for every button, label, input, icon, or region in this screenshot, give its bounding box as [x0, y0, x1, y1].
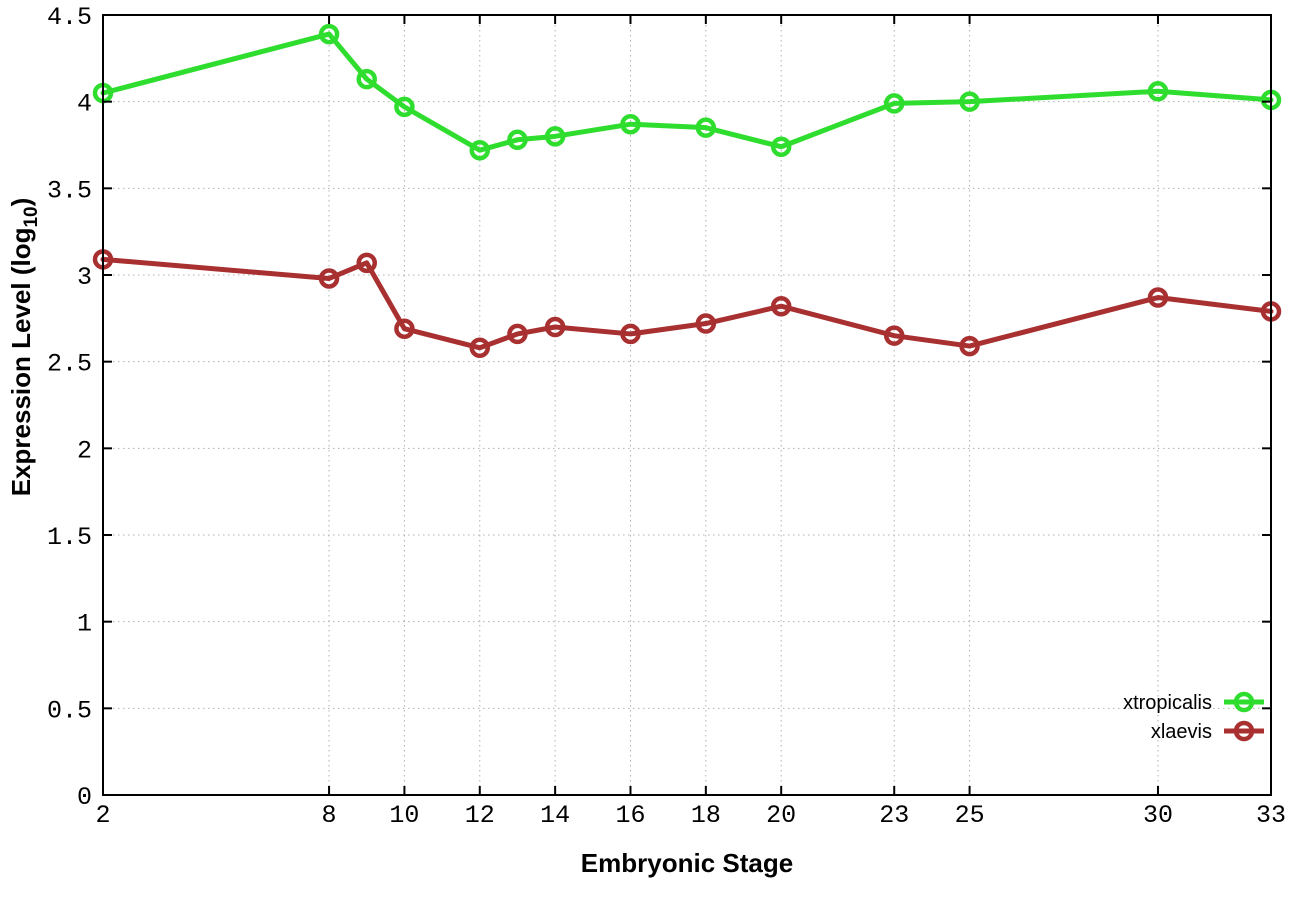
- axis-layer: [102, 14, 1272, 796]
- data-point-xtropicalis: [318, 23, 340, 45]
- legend-marker-xtropicalis: [1233, 691, 1255, 713]
- y-tick-label: 0: [77, 783, 92, 812]
- x-tick-label: 20: [766, 801, 796, 830]
- tick-label-layer: 2 8 10 12 14 16 18 20 23 25 30 33 0 0.5 1 1.5 2 2.5 3 3.5 4 4…: [47, 3, 1286, 830]
- y-tick-label: 4: [77, 90, 92, 119]
- data-point-xtropicalis: [770, 136, 792, 157]
- series-line-xlaevis: [100, 256, 1274, 351]
- legend-label-xtropicalis: xtropicalis: [1123, 692, 1212, 714]
- data-point-xlaevis: [695, 313, 717, 334]
- x-tick-label: 12: [465, 801, 495, 830]
- x-tick-label: 18: [691, 801, 721, 830]
- data-point-xlaevis: [356, 252, 377, 274]
- data-point-xtropicalis: [959, 91, 980, 112]
- y-tick-label: 4.5: [47, 3, 92, 32]
- x-tick-label: 2: [95, 801, 110, 830]
- y-axis-title: Expression Level (log10): [6, 198, 42, 497]
- data-point-xlaevis: [770, 295, 792, 317]
- x-tick-label: 16: [615, 801, 645, 830]
- y-tick-label: 0.5: [47, 696, 92, 725]
- data-point-xtropicalis: [469, 139, 491, 161]
- data-point-xlaevis: [318, 268, 340, 289]
- y-tick-label: 3: [77, 263, 92, 292]
- data-point-xtropicalis: [1147, 81, 1169, 102]
- x-tick-label: 8: [322, 801, 337, 830]
- data-point-xlaevis: [507, 323, 528, 345]
- legend-label-xlaevis: xlaevis: [1151, 721, 1212, 743]
- y-tick-label: 3.5: [47, 176, 92, 205]
- y-axis-title-close: ): [6, 198, 36, 207]
- plot-border: [102, 14, 1272, 796]
- series-layer: [92, 23, 1282, 359]
- data-point-xlaevis: [544, 316, 566, 338]
- x-tick-label: 30: [1143, 801, 1173, 830]
- data-point-xlaevis: [620, 323, 641, 345]
- legend-layer: xtropicalis xlaevis: [1123, 691, 1264, 743]
- y-tick-label: 1.5: [47, 523, 92, 552]
- y-axis-title-main: Expression Level (log: [6, 228, 36, 497]
- x-tick-label: 14: [540, 801, 570, 830]
- y-tick-label: 2.5: [47, 350, 92, 379]
- data-point-xlaevis: [959, 335, 980, 357]
- data-point-xtropicalis: [356, 68, 377, 90]
- x-tick-label: 25: [955, 801, 985, 830]
- data-point-xtropicalis: [620, 113, 641, 135]
- x-tick-label: 10: [389, 801, 419, 830]
- data-point-xtropicalis: [695, 117, 717, 138]
- x-tick-label: 33: [1256, 801, 1286, 830]
- data-point-xtropicalis: [394, 96, 415, 118]
- data-point-xlaevis: [469, 337, 491, 359]
- y-axis-title-subscript: 10: [21, 206, 42, 227]
- x-axis-title: Embryonic Stage: [581, 848, 793, 878]
- data-point-xlaevis: [394, 318, 415, 339]
- data-point-xtropicalis: [507, 129, 528, 151]
- series-line-xtropicalis: [100, 31, 1274, 153]
- y-tick-label: 2: [77, 436, 92, 465]
- data-point-xtropicalis: [544, 126, 566, 147]
- data-point-xtropicalis: [883, 93, 905, 114]
- x-tick-label: 23: [879, 801, 909, 830]
- data-point-xlaevis: [1147, 287, 1169, 308]
- legend-marker-xlaevis: [1233, 720, 1255, 742]
- data-point-xlaevis: [883, 325, 905, 346]
- grid-layer: [103, 15, 1271, 795]
- y-tick-label: 1: [77, 610, 92, 639]
